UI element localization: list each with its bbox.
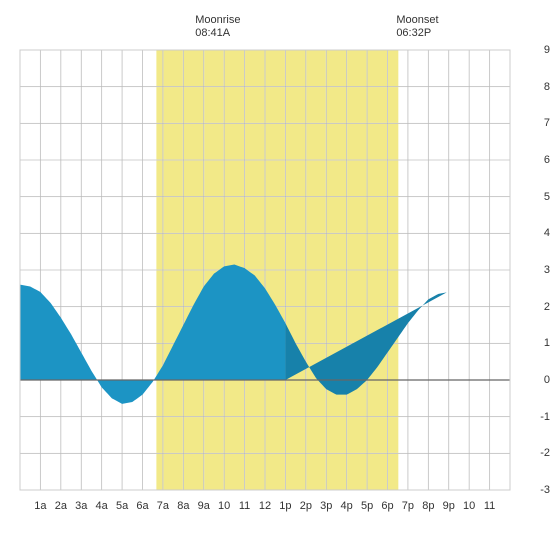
annotation-value: 06:32P (396, 27, 438, 40)
y-tick-label: 5 (516, 191, 550, 203)
y-tick-label: 6 (516, 154, 550, 166)
y-tick-label: -2 (516, 447, 550, 459)
x-tick-label: 1a (34, 500, 46, 512)
x-tick-label: 4a (96, 500, 108, 512)
x-tick-label: 5a (116, 500, 128, 512)
moon-annotation: Moonrise08:41A (195, 14, 240, 40)
y-tick-label: 2 (516, 301, 550, 313)
y-tick-label: 3 (516, 264, 550, 276)
annotation-value: 08:41A (195, 27, 240, 40)
x-tick-label: 3a (75, 500, 87, 512)
y-tick-label: -3 (516, 484, 550, 496)
x-tick-label: 1p (279, 500, 291, 512)
moon-annotation: Moonset06:32P (396, 14, 438, 40)
x-tick-label: 10 (218, 500, 230, 512)
tide-chart: -3-2-101234567891a2a3a4a5a6a7a8a9a101112… (0, 0, 550, 550)
y-tick-label: 4 (516, 227, 550, 239)
y-tick-label: 0 (516, 374, 550, 386)
x-tick-label: 7a (157, 500, 169, 512)
x-tick-label: 12 (259, 500, 271, 512)
x-tick-label: 8a (177, 500, 189, 512)
x-tick-label: 6p (381, 500, 393, 512)
x-tick-label: 9a (198, 500, 210, 512)
x-tick-label: 2a (55, 500, 67, 512)
x-tick-label: 2p (300, 500, 312, 512)
y-tick-label: 1 (516, 337, 550, 349)
y-tick-label: 7 (516, 117, 550, 129)
x-tick-label: 6a (136, 500, 148, 512)
x-tick-label: 4p (341, 500, 353, 512)
y-tick-label: -1 (516, 411, 550, 423)
chart-svg (0, 0, 550, 550)
x-tick-label: 10 (463, 500, 475, 512)
x-tick-label: 11 (239, 500, 250, 512)
x-tick-label: 11 (484, 500, 495, 512)
annotation-label: Moonrise (195, 14, 240, 27)
x-tick-label: 3p (320, 500, 332, 512)
x-tick-label: 7p (402, 500, 414, 512)
y-tick-label: 8 (516, 81, 550, 93)
x-tick-label: 8p (422, 500, 434, 512)
annotation-label: Moonset (396, 14, 438, 27)
x-tick-label: 5p (361, 500, 373, 512)
y-tick-label: 9 (516, 44, 550, 56)
x-tick-label: 9p (443, 500, 455, 512)
